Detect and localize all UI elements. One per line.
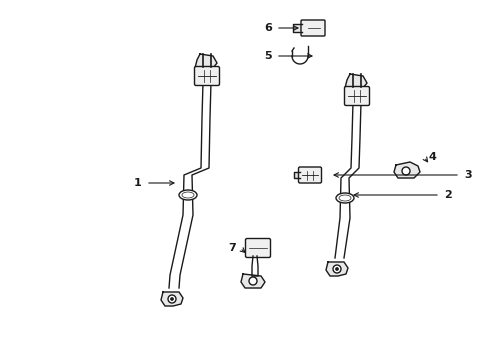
Circle shape	[332, 265, 340, 273]
Ellipse shape	[338, 195, 350, 201]
Circle shape	[170, 297, 173, 301]
Ellipse shape	[335, 193, 353, 203]
Circle shape	[335, 267, 338, 270]
Text: 6: 6	[264, 23, 271, 33]
Ellipse shape	[182, 192, 194, 198]
Text: 3: 3	[463, 170, 471, 180]
Circle shape	[248, 277, 257, 285]
FancyBboxPatch shape	[301, 20, 325, 36]
Polygon shape	[393, 162, 419, 178]
Text: 1: 1	[134, 178, 142, 188]
Polygon shape	[161, 292, 183, 306]
Polygon shape	[292, 24, 302, 32]
Polygon shape	[195, 54, 217, 68]
Polygon shape	[325, 262, 347, 276]
Text: 4: 4	[427, 152, 435, 162]
Polygon shape	[345, 74, 366, 88]
FancyBboxPatch shape	[194, 67, 219, 85]
Circle shape	[401, 167, 409, 175]
Text: 2: 2	[443, 190, 451, 200]
FancyBboxPatch shape	[344, 86, 369, 105]
Text: 7: 7	[228, 243, 235, 253]
Ellipse shape	[179, 190, 197, 200]
Polygon shape	[241, 274, 264, 288]
FancyBboxPatch shape	[298, 167, 321, 183]
Text: 5: 5	[264, 51, 271, 61]
FancyBboxPatch shape	[245, 238, 270, 257]
Polygon shape	[293, 172, 299, 178]
Circle shape	[168, 295, 176, 303]
